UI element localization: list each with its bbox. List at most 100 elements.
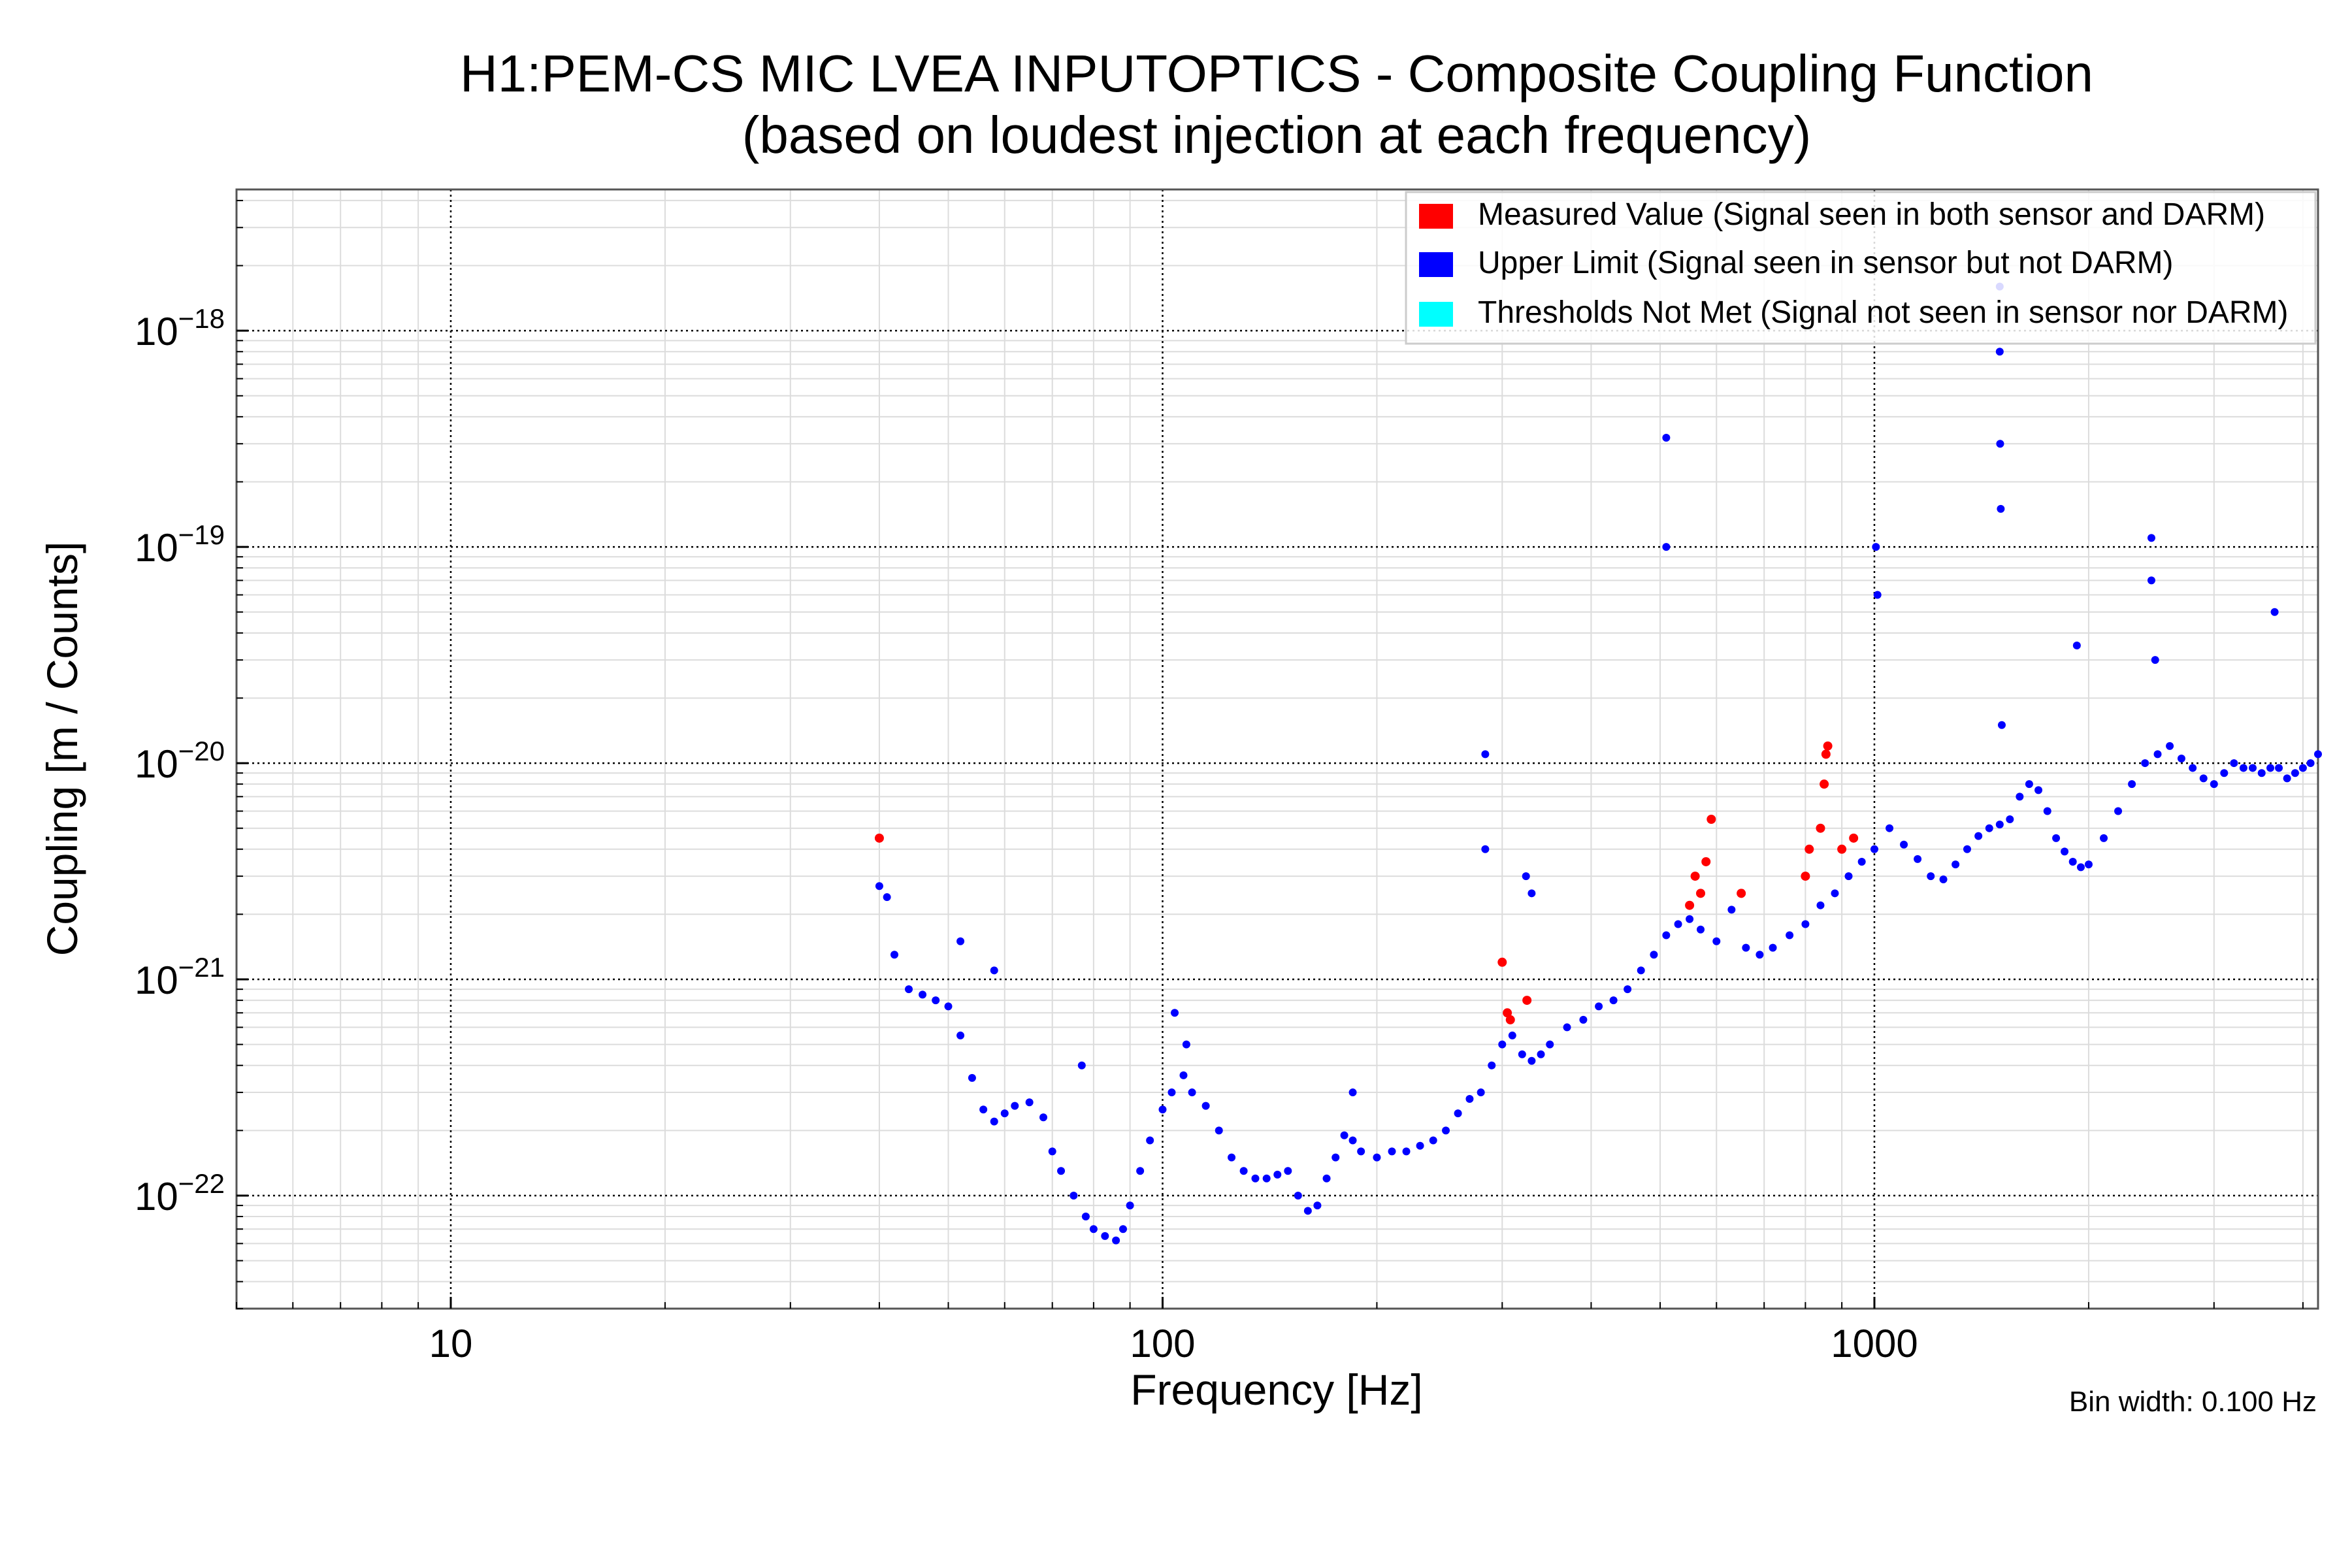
upper-limit-point (944, 1002, 953, 1011)
upper-limit-point (1831, 889, 1839, 898)
upper-limit-point (1215, 1126, 1223, 1135)
legend-swatch-upper-limit (1419, 252, 1453, 277)
upper-limit-point (2314, 750, 2322, 759)
measured-point (1837, 844, 1847, 854)
upper-limit-point (1900, 840, 1908, 849)
upper-limit-point (1340, 1131, 1348, 1139)
bin-width-note: Bin width: 0.100 Hz (2069, 1386, 2317, 1418)
upper-limit-point (919, 990, 927, 999)
upper-limit-point (2270, 608, 2279, 616)
measured-point (1505, 1015, 1515, 1024)
upper-limit-point (1624, 985, 1632, 994)
upper-limit-point (1997, 721, 2006, 729)
upper-limit-point (1168, 1088, 1176, 1097)
upper-limit-point (1563, 1023, 1571, 1032)
upper-limit-point (2298, 764, 2307, 772)
y-tick-label: 10−18 (135, 303, 225, 353)
upper-limit-point (1769, 943, 1777, 952)
data-points (874, 282, 2322, 1245)
upper-limit-point (1662, 433, 1671, 442)
upper-limit-point (1294, 1191, 1302, 1200)
legend-label-upper-limit: Upper Limit (Signal seen in sensor but n… (1478, 246, 2173, 280)
upper-limit-point (1373, 1153, 1381, 1162)
upper-limit-point (1522, 872, 1530, 881)
upper-limit-point (990, 966, 998, 975)
upper-limit-point (2291, 769, 2299, 777)
upper-limit-point (2151, 656, 2159, 664)
upper-limit-point (883, 893, 891, 902)
upper-limit-point (1686, 915, 1694, 923)
upper-limit-point (2128, 780, 2136, 789)
upper-limit-point (2166, 742, 2174, 750)
y-tick-label: 10−22 (135, 1168, 225, 1218)
measured-point (1695, 889, 1705, 898)
measured-point (1805, 844, 1814, 854)
legend: Measured Value (Signal seen in both sens… (1405, 191, 2317, 345)
upper-limit-point (1477, 1088, 1485, 1097)
upper-limit-point (1077, 1061, 1086, 1070)
upper-limit-point (1273, 1170, 1282, 1179)
measured-point (1685, 900, 1695, 910)
upper-limit-point (1870, 845, 1878, 853)
legend-label-measured: Measured Value (Signal seen in both sens… (1478, 197, 2265, 232)
upper-limit-point (968, 1073, 976, 1082)
upper-limit-point (1996, 440, 2004, 448)
upper-limit-point (2141, 759, 2149, 768)
upper-limit-point (1801, 920, 1810, 928)
upper-limit-point (1000, 1109, 1009, 1118)
upper-limit-point (1239, 1167, 1248, 1175)
upper-limit-point (1995, 821, 2004, 829)
upper-limit-point (1171, 1009, 1179, 1017)
x-tick-label: 10 (429, 1322, 473, 1365)
upper-limit-point (1089, 1225, 1098, 1233)
upper-limit-point (1011, 1102, 1019, 1110)
upper-limit-point (1057, 1167, 1066, 1175)
upper-limit-point (1927, 872, 1935, 881)
measured-point (1497, 957, 1507, 967)
upper-limit-point (1313, 1201, 1322, 1210)
upper-limit-point (956, 937, 965, 945)
upper-limit-point (1786, 931, 1794, 939)
upper-limit-point (1048, 1147, 1056, 1156)
upper-limit-point (1348, 1088, 1357, 1097)
measured-point (1821, 749, 1831, 759)
upper-limit-point (890, 951, 899, 959)
upper-limit-point (1742, 943, 1750, 952)
measured-point (1816, 823, 1825, 833)
upper-limit-point (1712, 937, 1721, 945)
measured-point (1707, 814, 1716, 824)
upper-limit-point (2068, 857, 2077, 866)
upper-limit-point (2220, 769, 2229, 777)
upper-limit-point (1662, 931, 1671, 939)
measured-point (1737, 889, 1746, 898)
y-tick-label: 10−19 (135, 519, 225, 570)
legend-swatch-thresholds (1419, 302, 1453, 327)
upper-limit-point (1537, 1050, 1545, 1058)
upper-limit-point (2210, 780, 2218, 789)
upper-limit-point (1816, 901, 1825, 909)
upper-limit-point (2239, 764, 2247, 772)
major-grid (237, 189, 2318, 1309)
upper-limit-point (1488, 1061, 1496, 1070)
upper-limit-point (1974, 832, 1983, 840)
upper-limit-point (1650, 951, 1658, 959)
upper-limit-point (1546, 1040, 1554, 1049)
upper-limit-point (1119, 1225, 1127, 1233)
upper-limit-point (1872, 543, 1880, 551)
upper-limit-point (1465, 1094, 1474, 1103)
y-tick-labels: 10−22 10−21 10−20 10−19 10−18 (135, 303, 225, 1218)
upper-limit-point (2034, 786, 2043, 794)
upper-limit-point (1322, 1174, 1331, 1183)
upper-limit-point (1402, 1147, 1411, 1156)
upper-limit-point (990, 1117, 998, 1126)
upper-limit-point (2072, 642, 2081, 650)
upper-limit-point (1637, 966, 1645, 975)
upper-limit-point (1498, 1040, 1507, 1049)
upper-limit-point (1995, 348, 2004, 356)
upper-limit-point (2114, 807, 2123, 815)
upper-limit-point (1727, 906, 1736, 914)
y-axis-label: Coupling [m / Counts] (38, 542, 86, 956)
upper-limit-point (1963, 845, 1971, 853)
legend-swatch-measured (1419, 204, 1453, 229)
upper-limit-point (1357, 1147, 1365, 1156)
